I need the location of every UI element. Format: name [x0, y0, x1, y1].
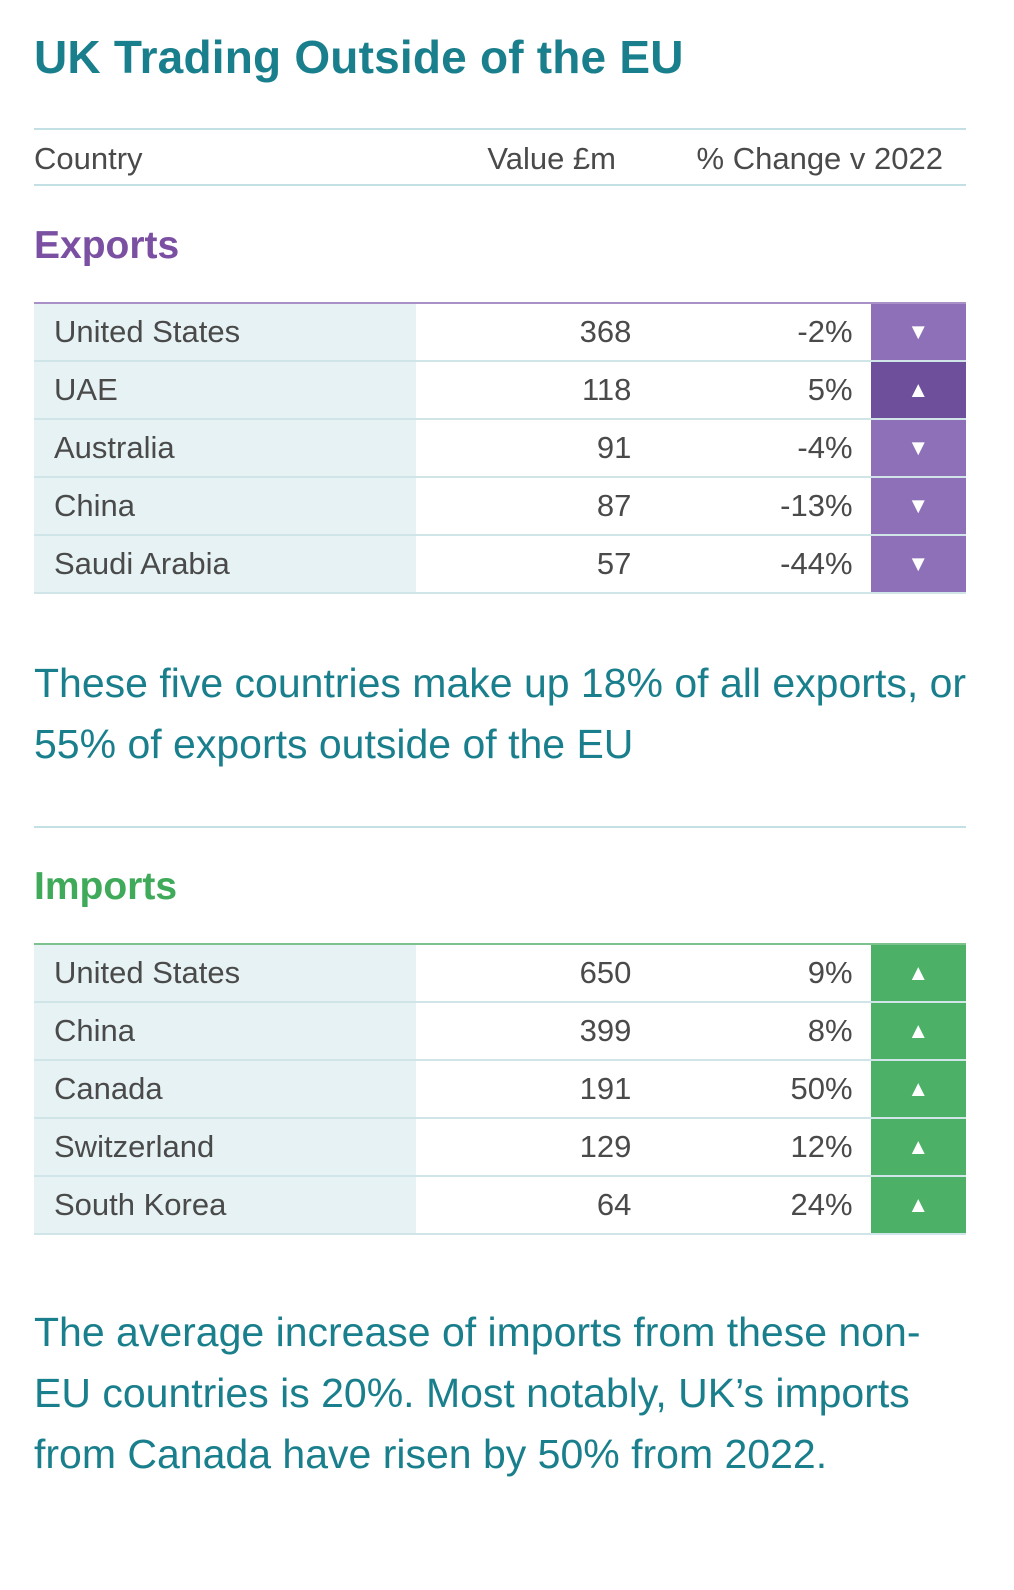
imports-table: United States 650 9% ▲ China 399 8% ▲ Ca… [34, 943, 966, 1235]
country-cell: Saudi Arabia [34, 535, 416, 594]
value-cell: 118 [415, 361, 632, 420]
country-cell: UAE [34, 361, 416, 420]
down-arrow-icon: ▼ [870, 419, 966, 478]
exports-heading: Exports [34, 224, 180, 267]
value-cell: 129 [415, 1118, 632, 1177]
change-cell: 5% [631, 361, 871, 420]
change-cell: 8% [631, 1002, 871, 1061]
up-arrow-icon: ▲ [870, 1118, 966, 1177]
table-row: China 87 -13% ▼ [34, 477, 966, 536]
up-arrow-icon: ▲ [870, 1176, 966, 1235]
country-cell: Switzerland [34, 1118, 416, 1177]
change-cell: 24% [631, 1176, 871, 1235]
value-cell: 368 [415, 303, 632, 362]
imports-note: The average increase of imports from the… [34, 1309, 921, 1477]
change-cell: 50% [631, 1060, 871, 1119]
table-row: Australia 91 -4% ▼ [34, 419, 966, 478]
table-row: United States 650 9% ▲ [34, 944, 966, 1003]
change-cell: -4% [631, 419, 871, 478]
table-row: China 399 8% ▲ [34, 1002, 966, 1061]
table-row: UAE 118 5% ▲ [34, 361, 966, 420]
country-cell: China [34, 1002, 416, 1061]
header-value: Value £m [487, 141, 616, 176]
value-cell: 91 [415, 419, 632, 478]
table-row: Canada 191 50% ▲ [34, 1060, 966, 1119]
header-change: % Change v 2022 [696, 141, 943, 176]
country-cell: United States [34, 944, 416, 1003]
table-row: South Korea 64 24% ▲ [34, 1176, 966, 1235]
section-divider [34, 826, 966, 828]
imports-heading: Imports [34, 865, 178, 908]
exports-note: These five countries make up 18% of all … [34, 660, 967, 767]
table-row: United States 368 -2% ▼ [34, 303, 966, 362]
up-arrow-icon: ▲ [870, 944, 966, 1003]
change-cell: 9% [631, 944, 871, 1003]
table-row: Switzerland 129 12% ▲ [34, 1118, 966, 1177]
table-row: Saudi Arabia 57 -44% ▼ [34, 535, 966, 594]
down-arrow-icon: ▼ [870, 535, 966, 594]
country-cell: Canada [34, 1060, 416, 1119]
down-arrow-icon: ▼ [870, 303, 966, 362]
value-cell: 650 [415, 944, 632, 1003]
value-cell: 64 [415, 1176, 632, 1235]
up-arrow-icon: ▲ [870, 361, 966, 420]
exports-table: United States 368 -2% ▼ UAE 118 5% ▲ Aus… [34, 302, 966, 594]
up-arrow-icon: ▲ [870, 1002, 966, 1061]
country-cell: China [34, 477, 416, 536]
change-cell: 12% [631, 1118, 871, 1177]
value-cell: 57 [415, 535, 632, 594]
change-cell: -13% [631, 477, 871, 536]
change-cell: -2% [631, 303, 871, 362]
country-cell: Australia [34, 419, 416, 478]
table-header: Country Value £m % Change v 2022 [34, 128, 966, 186]
up-arrow-icon: ▲ [870, 1060, 966, 1119]
value-cell: 399 [415, 1002, 632, 1061]
country-cell: South Korea [34, 1176, 416, 1235]
header-country: Country [34, 141, 143, 176]
down-arrow-icon: ▼ [870, 477, 966, 536]
change-cell: -44% [631, 535, 871, 594]
value-cell: 87 [415, 477, 632, 536]
page-title: UK Trading Outside of the EU [34, 31, 684, 83]
country-cell: United States [34, 303, 416, 362]
value-cell: 191 [415, 1060, 632, 1119]
